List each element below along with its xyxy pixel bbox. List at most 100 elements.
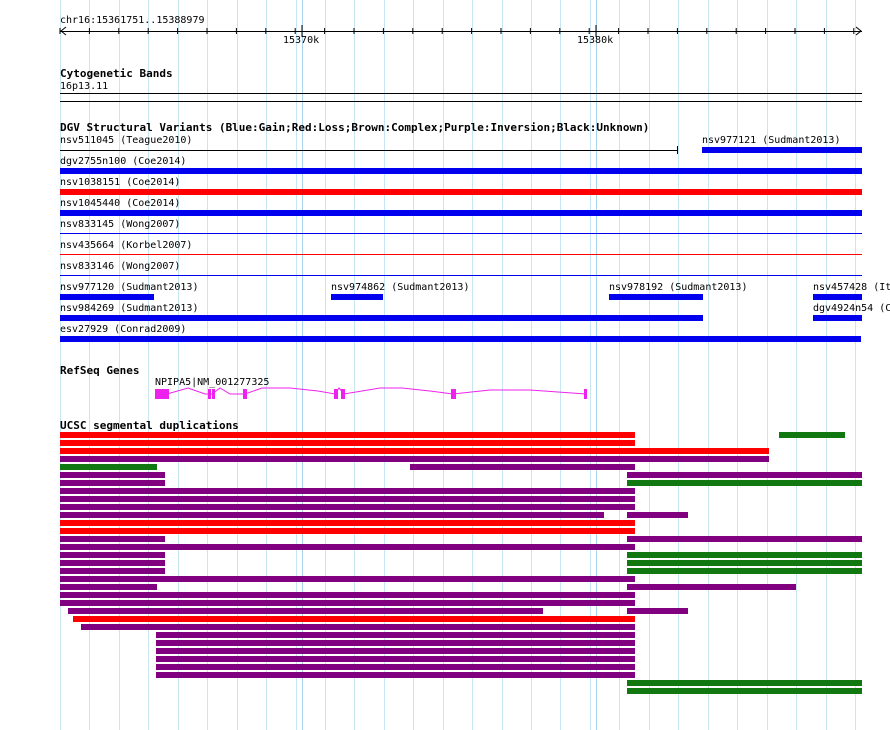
segdup-feature[interactable] bbox=[60, 472, 165, 478]
segdup-feature[interactable] bbox=[627, 584, 796, 590]
dgv-label-nsv457428: nsv457428 (It bbox=[813, 282, 890, 293]
dgv-label-nsv435664: nsv435664 (Korbel2007) bbox=[60, 240, 193, 251]
grid-line bbox=[237, 0, 238, 730]
segdup-feature[interactable] bbox=[156, 648, 635, 654]
segdup-feature[interactable] bbox=[60, 448, 769, 454]
dgv-feature-nsv974862[interactable] bbox=[331, 294, 383, 300]
grid-line bbox=[649, 0, 650, 730]
dgv-feature-nsv978192[interactable] bbox=[609, 294, 703, 300]
segdup-feature[interactable] bbox=[156, 640, 635, 646]
grid-line bbox=[325, 0, 326, 730]
segdup-feature[interactable] bbox=[156, 632, 635, 638]
grid-line bbox=[590, 0, 591, 730]
dgv-feature-dgv2755n100[interactable] bbox=[60, 168, 862, 174]
cytoband-track-title[interactable]: Cytogenetic Bands bbox=[60, 67, 173, 80]
segdup-feature[interactable] bbox=[156, 672, 635, 678]
dgv-feature-nsv457428[interactable] bbox=[813, 294, 862, 300]
segdup-feature[interactable] bbox=[627, 512, 688, 518]
gene-exon bbox=[212, 389, 215, 399]
gene-exon bbox=[334, 389, 338, 399]
dgv-feature-nsv511045[interactable] bbox=[60, 150, 677, 151]
dgv-feature-nsv984269[interactable] bbox=[60, 315, 703, 321]
segdup-feature[interactable] bbox=[627, 552, 862, 558]
ruler-axis[interactable] bbox=[60, 31, 862, 32]
dgv-track-title[interactable]: DGV Structural Variants (Blue:Gain;Red:L… bbox=[60, 121, 650, 134]
segdup-feature[interactable] bbox=[779, 432, 845, 438]
segdup-feature[interactable] bbox=[60, 456, 769, 462]
grid-line bbox=[148, 0, 149, 730]
dgv-feature-nsv511045-end-cap bbox=[677, 146, 678, 154]
cytoband-label: 16p13.11 bbox=[60, 81, 109, 92]
segdup-feature[interactable] bbox=[627, 560, 862, 566]
cytoband-band-top[interactable] bbox=[60, 93, 862, 94]
ruler-location: chr16:15361751..15388979 bbox=[60, 15, 205, 26]
segdup-feature[interactable] bbox=[627, 608, 688, 614]
dgv-feature-nsv977121[interactable] bbox=[702, 147, 862, 153]
segdup-feature[interactable] bbox=[156, 656, 635, 662]
refseq-track-title[interactable]: RefSeq Genes bbox=[60, 364, 140, 377]
ruler-right-arrow bbox=[855, 26, 862, 36]
segdup-feature[interactable] bbox=[410, 464, 635, 470]
segdup-feature[interactable] bbox=[60, 504, 635, 510]
dgv-feature-dgv4924n54[interactable] bbox=[813, 315, 862, 321]
segdup-feature[interactable] bbox=[60, 600, 635, 606]
segdup-feature[interactable] bbox=[60, 576, 635, 582]
segdup-track-title[interactable]: UCSC segmental duplications bbox=[60, 419, 239, 432]
dgv-feature-esv27929[interactable] bbox=[60, 336, 861, 342]
dgv-feature-nsv1045440[interactable] bbox=[60, 210, 862, 216]
gene-exon bbox=[341, 389, 345, 399]
gene-exon bbox=[243, 389, 247, 399]
segdup-feature[interactable] bbox=[60, 528, 635, 534]
segdup-feature[interactable] bbox=[60, 568, 165, 574]
segdup-feature[interactable] bbox=[60, 496, 635, 502]
segdup-feature[interactable] bbox=[627, 568, 862, 574]
segdup-feature[interactable] bbox=[627, 480, 862, 486]
dgv-feature-nsv977120[interactable] bbox=[60, 294, 154, 300]
segdup-feature[interactable] bbox=[60, 592, 635, 598]
segdup-feature[interactable] bbox=[73, 616, 635, 622]
grid-line bbox=[266, 0, 267, 730]
segdup-feature[interactable] bbox=[60, 512, 604, 518]
grid-line bbox=[796, 0, 797, 730]
dgv-label-nsv977120: nsv977120 (Sudmant2013) bbox=[60, 282, 199, 293]
segdup-feature[interactable] bbox=[68, 608, 543, 614]
grid-line bbox=[354, 0, 355, 730]
gene-exon bbox=[451, 389, 456, 399]
segdup-feature[interactable] bbox=[156, 664, 635, 670]
dgv-feature-nsv833145[interactable] bbox=[60, 233, 862, 234]
segdup-feature[interactable] bbox=[60, 480, 165, 486]
grid-line bbox=[619, 0, 620, 730]
dgv-label-nsv833145: nsv833145 (Wong2007) bbox=[60, 219, 181, 230]
grid-line bbox=[826, 0, 827, 730]
dgv-label-nsv511045: nsv511045 (Teague2010) bbox=[60, 135, 193, 146]
segdup-feature[interactable] bbox=[627, 680, 862, 686]
segdup-feature[interactable] bbox=[60, 520, 635, 526]
segdup-feature[interactable] bbox=[60, 432, 635, 438]
segdup-feature[interactable] bbox=[627, 472, 862, 478]
segdup-feature[interactable] bbox=[60, 560, 165, 566]
grid-line bbox=[855, 0, 856, 730]
segdup-feature[interactable] bbox=[60, 464, 157, 470]
ruler-ticks bbox=[59, 25, 862, 37]
segdup-feature[interactable] bbox=[60, 544, 635, 550]
segdup-feature[interactable] bbox=[60, 488, 635, 494]
segdup-feature[interactable] bbox=[60, 536, 165, 542]
segdup-feature[interactable] bbox=[60, 584, 157, 590]
cytoband-band-bottom[interactable] bbox=[60, 101, 862, 102]
grid-line bbox=[531, 0, 532, 730]
grid-line bbox=[178, 0, 179, 730]
segdup-feature[interactable] bbox=[81, 624, 635, 630]
segdup-feature[interactable] bbox=[627, 536, 862, 542]
segdup-feature[interactable] bbox=[60, 440, 635, 446]
grid-line bbox=[413, 0, 414, 730]
dgv-feature-nsv833146[interactable] bbox=[60, 275, 862, 276]
segdup-feature[interactable] bbox=[60, 552, 165, 558]
dgv-feature-nsv1038151[interactable] bbox=[60, 189, 862, 195]
segdup-feature[interactable] bbox=[627, 688, 862, 694]
grid-line bbox=[296, 0, 297, 730]
grid-line bbox=[119, 0, 120, 730]
dgv-feature-nsv435664[interactable] bbox=[60, 254, 862, 255]
